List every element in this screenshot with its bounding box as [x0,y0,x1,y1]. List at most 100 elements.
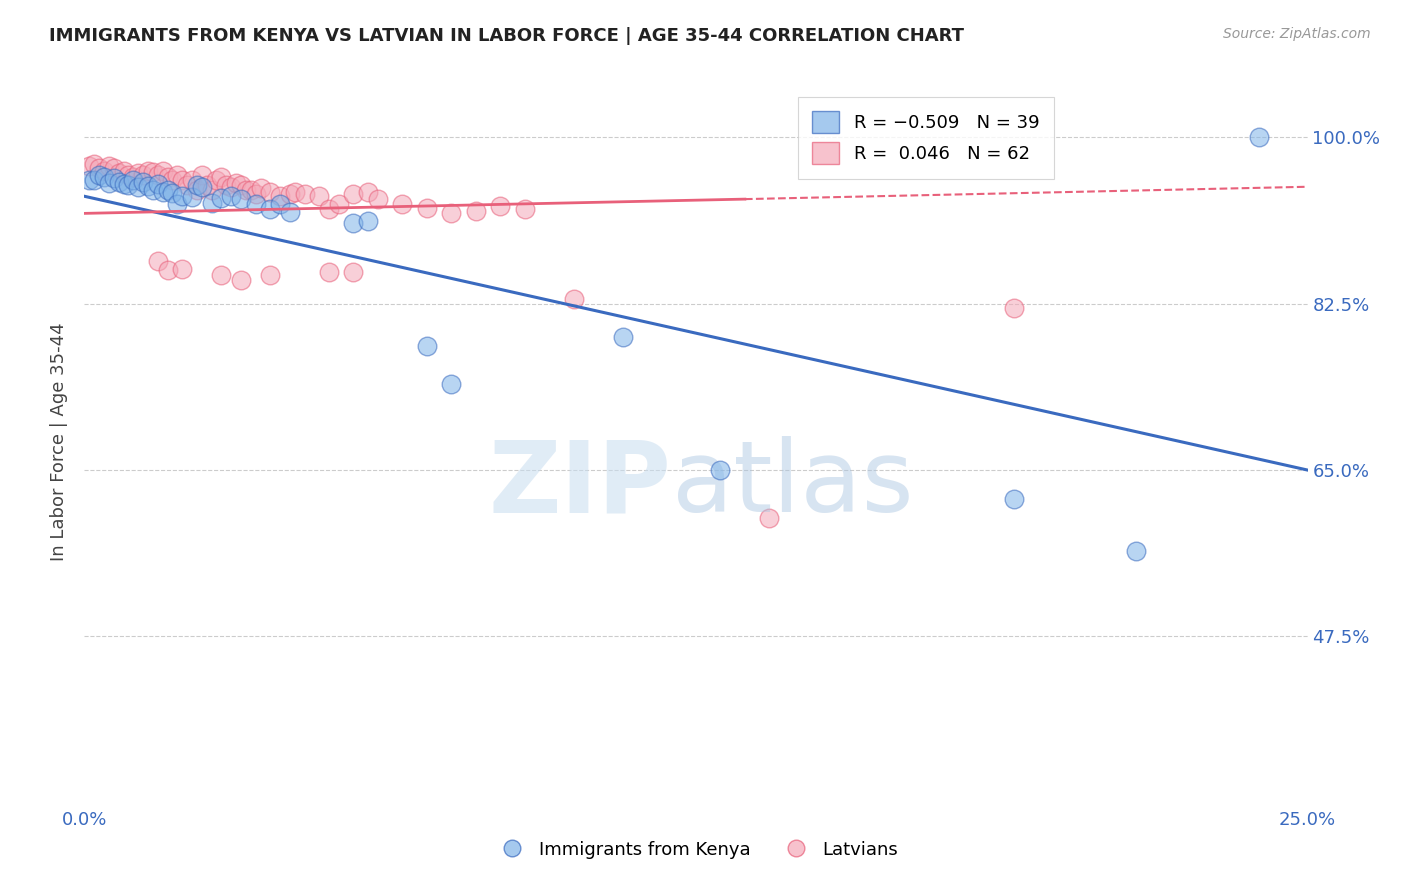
Point [562,292,585,306]
Point [245,197,267,211]
Point [172,189,194,203]
Point [191,169,214,183]
Point [612,330,634,344]
Legend: Immigrants from Kenya, Latvians: Immigrants from Kenya, Latvians [486,834,905,866]
Point [122,173,145,187]
Point [146,169,169,183]
Point [176,178,198,192]
Point [186,183,208,197]
Point [259,202,281,216]
Point [219,189,242,203]
Point [278,205,301,219]
Point [357,214,380,228]
Point [156,263,179,277]
Point [152,163,174,178]
Point [142,183,165,197]
Point [162,173,184,187]
Point [191,179,214,194]
Point [259,268,281,282]
Point [440,377,463,392]
Point [318,265,340,279]
Point [269,197,291,211]
Point [342,216,364,230]
Point [97,159,120,173]
Point [117,178,139,192]
Point [229,273,252,287]
Point [308,189,330,203]
Point [77,159,100,173]
Point [97,176,120,190]
Point [200,195,222,210]
Point [166,197,188,211]
Point [1247,130,1270,145]
Point [112,163,135,178]
Point [103,171,125,186]
Point [259,186,281,200]
Point [186,178,208,192]
Point [249,180,271,194]
Point [269,189,291,203]
Point [77,173,100,187]
Y-axis label: In Labor Force | Age 35-44: In Labor Force | Age 35-44 [51,322,69,561]
Text: atlas: atlas [672,436,912,533]
Point [416,201,439,215]
Point [162,186,184,201]
Point [132,169,155,183]
Point [136,178,159,193]
Point [209,191,232,205]
Point [127,179,149,194]
Point [146,177,169,191]
Point [440,206,463,220]
Point [342,265,364,279]
Point [215,178,238,192]
Point [758,510,780,524]
Point [342,187,364,202]
Point [464,204,486,219]
Point [87,169,110,183]
Point [107,166,129,180]
Point [200,183,222,197]
Point [235,183,257,197]
Text: IMMIGRANTS FROM KENYA VS LATVIAN IN LABOR FORCE | AGE 35-44 CORRELATION CHART: IMMIGRANTS FROM KENYA VS LATVIAN IN LABO… [49,27,965,45]
Point [357,185,380,199]
Point [103,161,125,175]
Point [172,173,194,187]
Point [87,161,110,175]
Point [209,268,232,282]
Point [278,187,301,202]
Point [416,339,439,353]
Text: ZIP: ZIP [489,436,672,533]
Point [391,197,413,211]
Point [229,192,252,206]
Point [245,187,267,202]
Point [172,261,194,276]
Point [83,173,105,187]
Point [146,253,169,268]
Point [156,170,179,185]
Point [122,170,145,185]
Point [229,178,252,192]
Point [367,192,389,206]
Point [93,163,115,178]
Point [117,169,139,183]
Point [142,165,165,179]
Point [513,202,536,216]
Point [181,173,204,187]
Point [127,166,149,180]
Point [318,202,340,216]
Point [489,199,512,213]
Point [239,183,262,197]
Point [181,190,204,204]
Text: Source: ZipAtlas.com: Source: ZipAtlas.com [1223,27,1371,41]
Point [156,183,179,197]
Point [225,176,247,190]
Point [219,179,242,194]
Point [112,177,135,191]
Point [1002,301,1025,316]
Point [93,170,115,185]
Point [195,178,218,192]
Point [1002,491,1025,506]
Point [83,157,105,171]
Point [152,185,174,199]
Point [294,187,316,202]
